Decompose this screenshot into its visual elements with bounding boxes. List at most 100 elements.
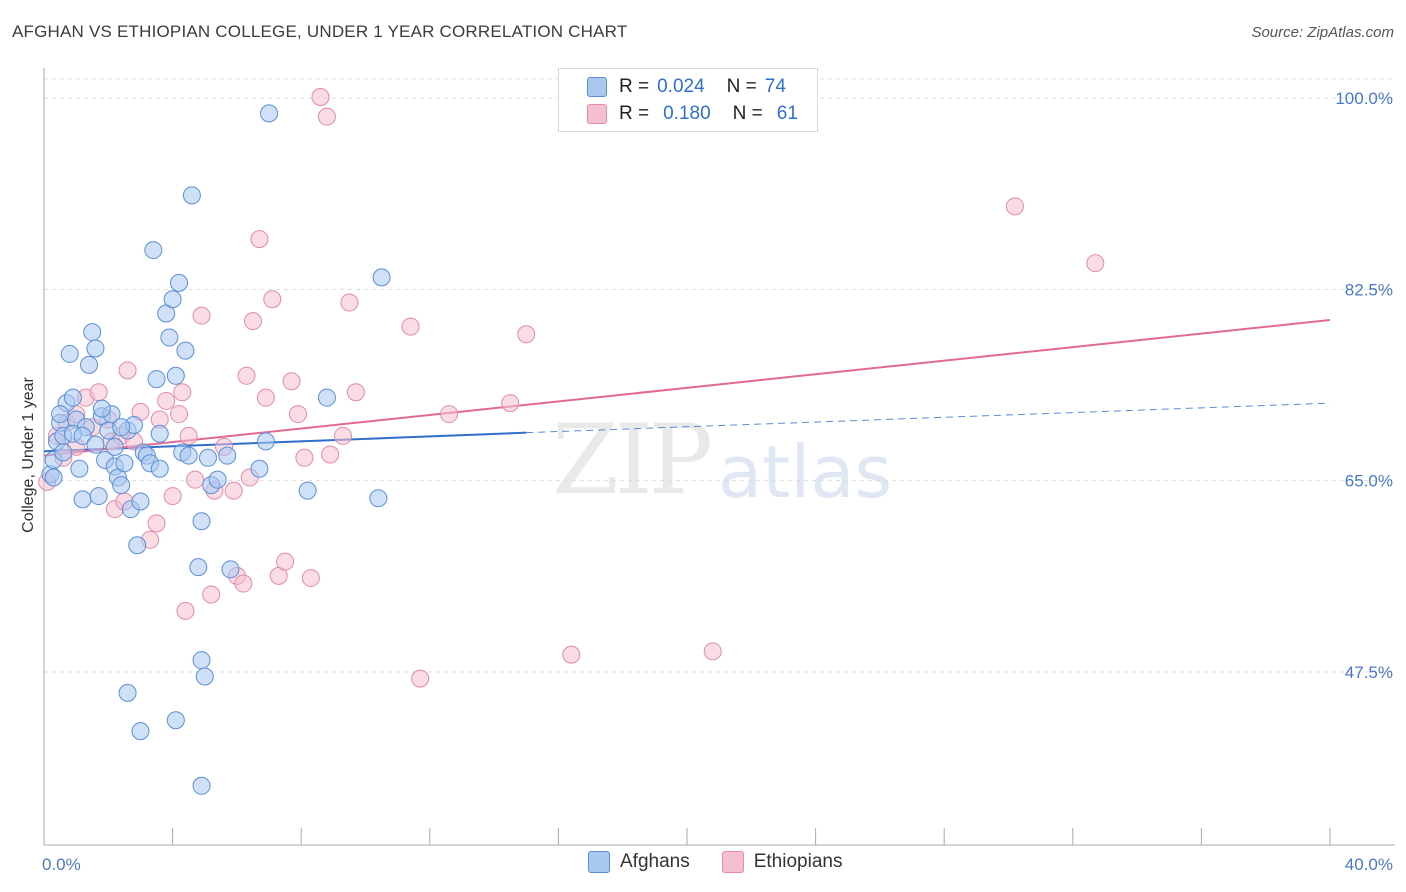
afghan-points bbox=[41, 104, 391, 795]
afghan-point bbox=[221, 560, 240, 579]
ethiopian-point bbox=[176, 601, 195, 620]
chart-source: Source: ZipAtlas.com bbox=[1251, 24, 1394, 41]
afghans-label: Afghans bbox=[620, 851, 690, 872]
ethiopian-point bbox=[517, 325, 536, 344]
afghan-point bbox=[86, 435, 105, 454]
afghan-point bbox=[70, 459, 89, 478]
afghan-point bbox=[189, 558, 208, 577]
ethiopian-point bbox=[401, 317, 420, 336]
ethiopian-point bbox=[301, 569, 320, 588]
afghan-point bbox=[73, 490, 92, 509]
ethiopian-point bbox=[317, 107, 336, 126]
ethiopians-label: Ethiopians bbox=[753, 851, 843, 872]
legend-row-afghans: R = 0.024 N = 74 bbox=[559, 74, 786, 100]
afghan-point bbox=[131, 492, 150, 511]
afghan-point bbox=[86, 339, 105, 358]
legend-n-value: 74 bbox=[764, 76, 786, 97]
legend-r-label: R = bbox=[619, 103, 650, 124]
legend-n-value: 61 bbox=[776, 103, 798, 124]
x-tick-label: 40.0% bbox=[1345, 855, 1393, 874]
ethiopian-point bbox=[179, 426, 198, 445]
ethiopian-point bbox=[346, 383, 365, 402]
ethiopian-point bbox=[282, 372, 301, 391]
afghan-trend-extension bbox=[526, 402, 1331, 434]
afghan-point bbox=[115, 454, 134, 473]
ethiopian-point bbox=[192, 306, 211, 325]
afghan-point bbox=[298, 481, 317, 500]
ethiopian-point bbox=[276, 552, 295, 571]
ethiopian-point bbox=[333, 426, 352, 445]
ethiopian-point bbox=[703, 642, 722, 661]
afghan-point bbox=[105, 437, 124, 456]
afghan-point bbox=[144, 241, 163, 260]
legend-n-label: N = bbox=[726, 76, 757, 97]
correlation-legend: R = 0.024 N = 74 R = 0.180 N = 61 bbox=[558, 68, 818, 132]
ethiopian-point bbox=[501, 394, 520, 413]
series-legend: Afghans Ethiopians bbox=[588, 851, 874, 873]
ethiopian-point bbox=[224, 481, 243, 500]
ethiopian-point bbox=[321, 445, 340, 464]
y-tick-label: 100.0% bbox=[1335, 89, 1393, 108]
afghan-point bbox=[208, 470, 227, 489]
ethiopian-point bbox=[411, 669, 430, 688]
afghan-point bbox=[170, 273, 189, 292]
axes bbox=[43, 68, 1395, 846]
afghan-point bbox=[192, 512, 211, 531]
watermark-atlas: atlas bbox=[718, 430, 892, 514]
ethiopian-point bbox=[311, 88, 330, 106]
afghan-point bbox=[44, 468, 63, 487]
ethiopian-trend-line bbox=[43, 319, 1331, 457]
afghan-point bbox=[260, 104, 279, 123]
afghan-point bbox=[182, 186, 201, 205]
ethiopian-point bbox=[250, 230, 269, 249]
ethiopians-swatch bbox=[721, 851, 744, 873]
afghan-point bbox=[369, 489, 388, 508]
afghan-point bbox=[163, 290, 182, 309]
ethiopian-point bbox=[263, 290, 282, 309]
y-tick-label: 82.5% bbox=[1345, 280, 1393, 299]
legend-r-label: R = bbox=[619, 76, 650, 97]
afghan-point bbox=[54, 443, 73, 462]
afghan-point bbox=[89, 487, 108, 506]
afghan-point bbox=[131, 722, 150, 741]
afghan-point bbox=[92, 399, 111, 418]
ethiopian-point bbox=[147, 514, 166, 533]
ethiopian-point bbox=[89, 383, 108, 402]
legend-n-label: N = bbox=[732, 103, 763, 124]
ethiopian-point bbox=[243, 312, 262, 331]
legend-swatch-ethiopians bbox=[587, 104, 607, 124]
afghan-point bbox=[150, 424, 169, 443]
y-tick-label: 65.0% bbox=[1345, 472, 1393, 491]
ethiopian-point bbox=[1005, 197, 1024, 216]
afghan-point bbox=[192, 651, 211, 670]
ethiopian-trend bbox=[43, 319, 1331, 457]
watermark-zip: ZIP bbox=[552, 404, 713, 516]
x-tick-label: 0.0% bbox=[42, 855, 81, 874]
ethiopian-point bbox=[1086, 254, 1105, 273]
afghan-point bbox=[51, 405, 70, 424]
afghan-point bbox=[317, 388, 336, 407]
ethiopian-point bbox=[186, 470, 205, 489]
afghan-point bbox=[198, 448, 217, 467]
legend-r-value: 0.024 bbox=[657, 76, 705, 97]
afghan-point bbox=[166, 711, 185, 730]
ethiopian-points bbox=[38, 88, 1105, 688]
ethiopian-point bbox=[256, 388, 275, 407]
afghan-point bbox=[179, 446, 198, 465]
afghan-point bbox=[112, 418, 131, 437]
afghan-point bbox=[218, 446, 237, 465]
legend-swatch-afghans bbox=[587, 77, 607, 97]
legend-item-afghans[interactable]: Afghans bbox=[588, 851, 690, 873]
ethiopian-point bbox=[340, 293, 359, 312]
chart-title: AFGHAN VS ETHIOPIAN COLLEGE, UNDER 1 YEA… bbox=[12, 22, 628, 41]
afghan-point bbox=[73, 426, 92, 445]
legend-item-ethiopians[interactable]: Ethiopians bbox=[721, 851, 843, 873]
ethiopian-point bbox=[562, 645, 581, 664]
afghan-point bbox=[250, 459, 269, 478]
legend-r-value: 0.180 bbox=[663, 103, 711, 124]
afghan-point bbox=[83, 323, 102, 342]
afghan-point bbox=[128, 536, 147, 555]
afghan-point bbox=[372, 268, 391, 287]
afghan-point bbox=[160, 328, 179, 347]
